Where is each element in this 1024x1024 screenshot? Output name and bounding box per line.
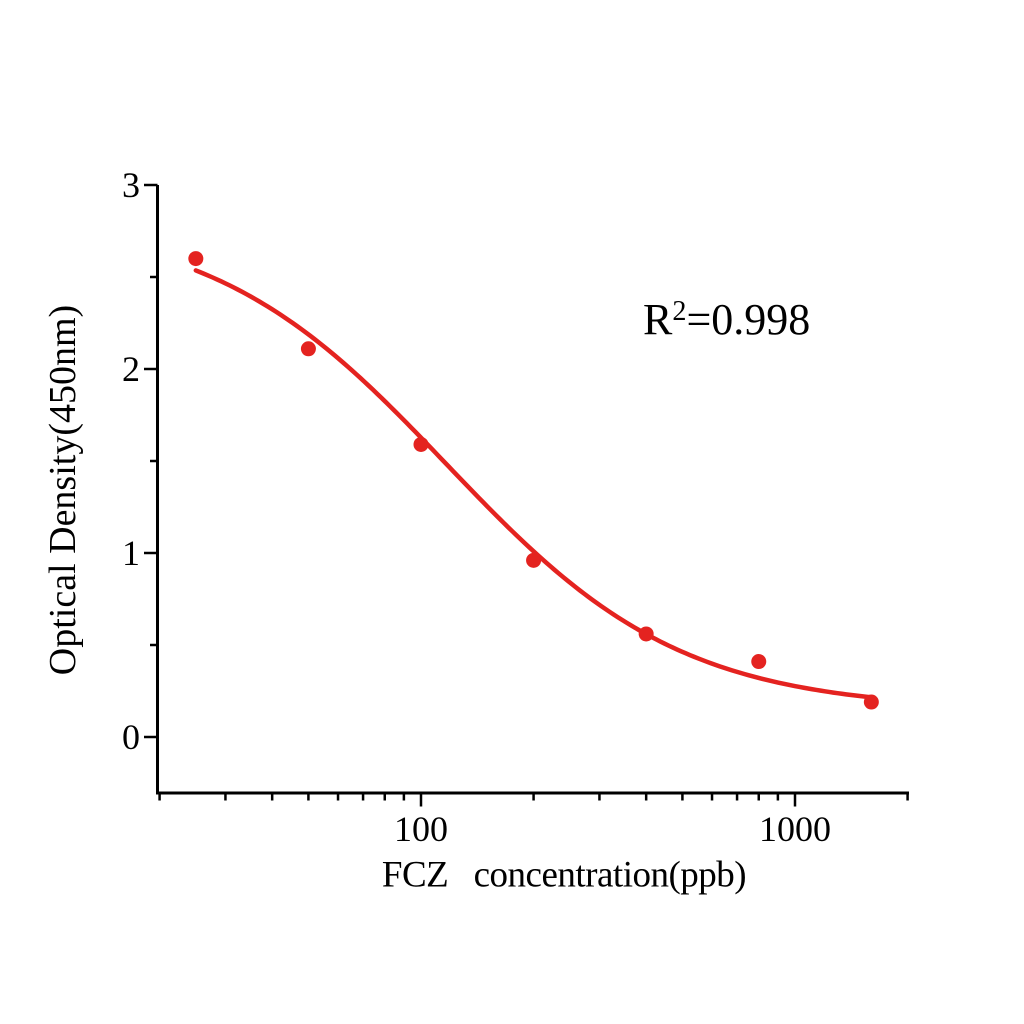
y-axis-title: Optical Density(450nm) [42, 304, 84, 676]
x-axis-tick-label: 100 [394, 809, 448, 849]
fit-curve [193, 268, 874, 700]
y-axis-tick-label: 1 [122, 533, 140, 573]
r-squared-value: =0.998 [686, 295, 811, 344]
data-point-marker [863, 694, 879, 710]
r-squared-base: R [643, 295, 673, 344]
data-point-marker [413, 436, 429, 452]
x-axis-tick-label: 1000 [759, 809, 831, 849]
data-point-marker [638, 626, 654, 642]
y-axis-tick-label: 2 [122, 349, 140, 389]
x-axis-title: FCZ concentration(ppb) [381, 854, 747, 896]
data-point-marker [526, 552, 542, 568]
y-axis-tick-label: 0 [122, 717, 140, 757]
r-squared-superscript: 2 [672, 296, 687, 328]
r-squared-annotation: R2=0.998 [643, 298, 810, 342]
y-axis-tick-label: 3 [122, 165, 140, 205]
data-point-marker [751, 654, 767, 670]
data-point-marker [300, 341, 316, 357]
data-point-marker [188, 251, 204, 267]
